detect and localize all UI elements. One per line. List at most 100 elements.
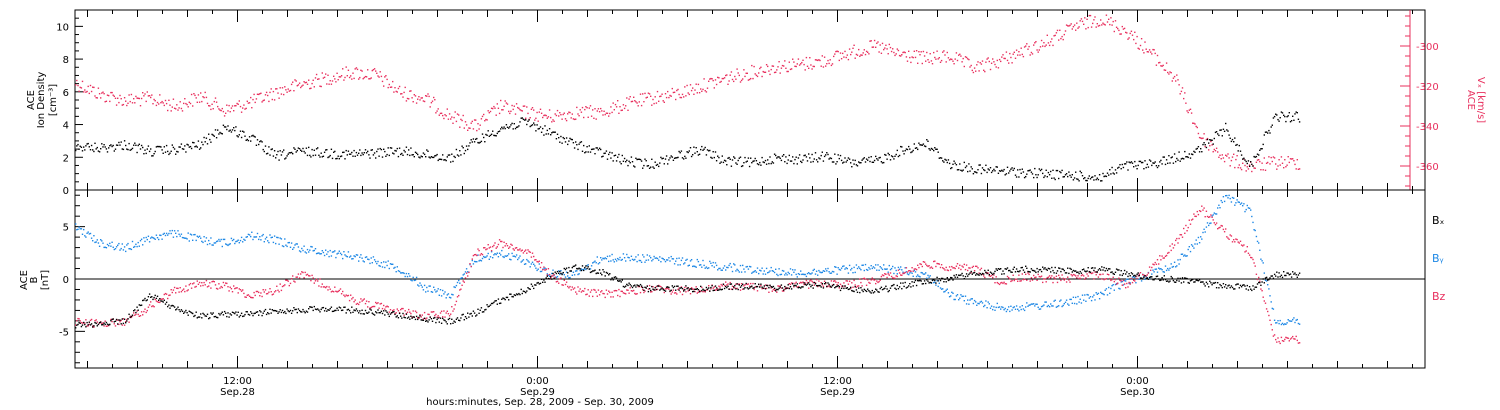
data-dot [1246,204,1248,207]
data-dot [747,268,750,270]
data-dot [296,149,298,152]
data-dot [1222,157,1225,159]
data-dot [750,157,752,159]
data-dot [975,171,977,173]
data-dot [868,281,870,284]
data-dot [1017,308,1019,310]
data-dot [1020,172,1022,174]
data-dot [183,148,185,150]
data-dot [810,161,812,163]
data-dot [769,73,771,76]
data-dot [459,282,461,284]
data-dot [692,288,694,290]
data-dot [138,245,140,247]
data-dot [239,289,242,291]
data-point [900,50,926,65]
data-dot [421,97,423,99]
data-dot [351,258,353,260]
data-dot [573,287,576,289]
data-dot [600,107,602,110]
data-dot [260,239,262,241]
data-dot [187,314,189,316]
data-dot [437,159,439,162]
data-dot [285,157,287,159]
data-dot [183,102,185,105]
data-dot [763,161,765,164]
data-dot [1243,157,1245,159]
data-dot [172,98,175,100]
data-dot [854,159,856,162]
data-dot [822,270,825,272]
data-dot [328,156,330,158]
data-dot [550,134,552,136]
data-dot [90,318,93,321]
data-dot [948,266,951,268]
data-dot [743,69,745,71]
data-dot [495,135,497,137]
data-dot [75,223,77,225]
data-dot [844,268,846,270]
data-dot [185,285,187,287]
data-dot [858,48,860,51]
data-dot [185,151,187,153]
data-dot [523,250,526,252]
data-dot [1108,18,1110,20]
data-dot [172,289,175,291]
data-dot [1227,153,1229,155]
data-dot [170,289,172,291]
data-dot [1133,38,1135,41]
data-point [450,254,476,315]
data-dot [1058,305,1060,307]
data-dot [929,53,931,55]
data-dot [667,163,669,165]
data-dot [672,258,675,260]
data-dot [1106,21,1109,23]
data-dot [608,153,610,156]
data-dot [1172,77,1175,79]
data-dot [800,63,802,65]
data-dot [180,233,183,235]
data-dot [463,152,465,155]
data-dot [711,78,713,80]
data-dot [214,242,217,244]
data-dot [928,148,930,150]
data-dot [822,160,825,162]
data-dot [745,72,747,74]
data-dot [1220,158,1222,160]
data-dot [440,112,443,114]
data-dot [928,265,930,267]
data-dot [894,277,896,280]
data-dot [1203,228,1205,230]
data-dot [358,78,360,80]
density-axis-label-line2: Ion Density [36,72,47,129]
data-dot [903,153,905,155]
data-dot [601,110,603,112]
data-dot [1244,251,1246,253]
data-dot [197,236,200,238]
data-dot [877,159,879,161]
data-dot [715,289,718,291]
data-dot [1133,279,1135,281]
data-dot [996,59,998,62]
data-point [1225,228,1251,256]
data-point [1150,243,1176,271]
data-dot [933,281,935,284]
data-dot [1212,219,1214,221]
data-dot [933,149,935,152]
data-dot [390,263,393,265]
data-dot [580,268,583,270]
data-dot [1125,280,1127,282]
data-dot [1122,28,1125,30]
data-point [150,286,176,308]
data-dot [1140,161,1143,164]
data-dot [619,161,621,163]
data-dot [595,147,597,149]
data-dot [536,269,538,272]
data-dot [513,249,515,251]
data-dot [922,50,925,53]
data-dot [270,312,272,314]
data-dot [258,238,260,241]
data-dot [219,109,221,111]
data-point [375,301,401,315]
